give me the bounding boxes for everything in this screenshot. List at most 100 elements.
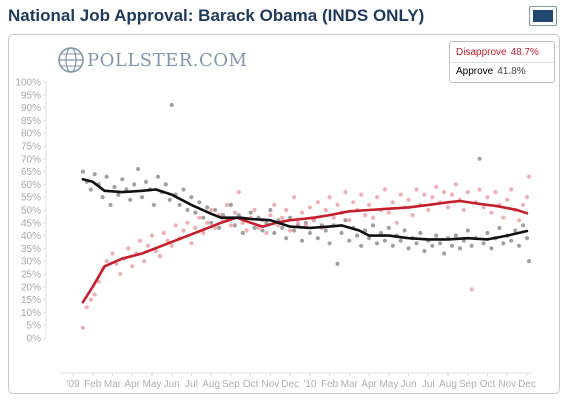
y-tick-label: 70% — [21, 154, 41, 165]
approve-poll-point — [80, 169, 85, 174]
disapprove-poll-point — [394, 220, 399, 225]
disapprove-poll-point — [414, 187, 419, 192]
disapprove-poll-point — [161, 230, 166, 236]
approve-poll-point — [169, 102, 174, 108]
page-title: National Job Approval: Barack Obama (IND… — [8, 6, 425, 25]
approve-poll-point — [335, 261, 340, 266]
y-tick-label: 55% — [21, 193, 41, 204]
legend-divider — [450, 62, 554, 63]
approve-poll-point — [128, 197, 133, 202]
disapprove-poll-point — [430, 195, 435, 200]
approve-poll-point — [140, 195, 145, 200]
approve-poll-point — [132, 182, 137, 187]
x-tick-label: Sep — [459, 379, 477, 390]
x-tick-label: Feb — [321, 379, 339, 390]
disapprove-poll-point — [232, 210, 237, 215]
approve-poll-point — [323, 228, 328, 233]
disapprove-trend-line — [81, 199, 529, 304]
disapprove-poll-point — [84, 305, 89, 310]
approve-poll-point — [213, 207, 218, 213]
x-tick-label: Aug — [439, 379, 457, 390]
approve-poll-point — [485, 230, 490, 236]
approve-poll-point — [232, 223, 237, 228]
disapprove-poll-point — [469, 287, 474, 292]
disapprove-poll-point — [426, 207, 431, 213]
disapprove-poll-point — [142, 259, 147, 264]
approve-poll-point — [155, 174, 160, 179]
approve-poll-point — [465, 228, 470, 233]
disapprove-poll-point — [453, 182, 458, 187]
disapprove-poll-point — [517, 218, 522, 223]
approve-poll-point — [382, 238, 387, 243]
x-tick-label: Feb — [84, 379, 102, 390]
y-tick-label: 45% — [21, 218, 41, 229]
x-tick-label: Oct — [243, 379, 259, 390]
approve-poll-point — [181, 187, 186, 192]
approve-poll-point — [355, 233, 360, 238]
approve-poll-point — [193, 210, 198, 215]
approve-poll-point — [228, 202, 233, 207]
y-tick-label: 0% — [27, 334, 42, 345]
x-tick-label: Dec — [518, 379, 536, 390]
approve-poll-point — [248, 210, 253, 215]
legend-item-disapprove: Disapprove 48.7% — [456, 47, 539, 58]
disapprove-poll-point — [236, 190, 241, 195]
approve-poll-point — [370, 223, 376, 228]
disapprove-poll-point — [240, 220, 245, 225]
approve-poll-point — [209, 220, 214, 225]
window-icon[interactable] — [529, 6, 557, 26]
approve-poll-point — [315, 236, 320, 241]
disapprove-poll-point — [335, 202, 340, 207]
y-tick-label: 40% — [21, 231, 41, 242]
approve-poll-point — [521, 223, 526, 228]
approve-poll-point — [489, 246, 494, 251]
disapprove-poll-point — [280, 215, 285, 220]
disapprove-poll-point — [284, 207, 289, 213]
approve-poll-point — [509, 238, 514, 243]
approve-poll-point — [236, 213, 241, 218]
y-tick-label: 20% — [21, 282, 41, 293]
disapprove-poll-point — [80, 325, 85, 330]
disapprove-poll-point — [145, 243, 151, 248]
x-tick-label: '09 — [66, 379, 79, 390]
approve-poll-point — [220, 213, 226, 218]
approve-poll-point — [517, 243, 522, 248]
approve-poll-point — [390, 243, 395, 248]
x-tick-label: Jul — [422, 379, 435, 390]
approve-poll-point — [477, 156, 482, 161]
disapprove-poll-point — [288, 228, 293, 233]
approve-poll-point — [288, 215, 293, 220]
disapprove-poll-point — [315, 200, 320, 205]
disapprove-poll-point — [509, 187, 514, 192]
axis-layer: 0% 5% 10% 15% 20%25% 30% 35% 40% 45%50% 55% 60% 65%… — [15, 78, 535, 391]
approve-poll-point — [189, 195, 194, 200]
disapprove-poll-point — [367, 202, 372, 207]
approve-poll-point — [402, 228, 407, 233]
disapprove-poll-point — [323, 207, 328, 213]
approve-poll-point — [280, 225, 285, 230]
y-tick-label: 10% — [21, 308, 41, 319]
approve-poll-point — [268, 207, 273, 213]
x-tick-label: Nov — [261, 379, 279, 390]
approve-poll-point — [414, 241, 419, 246]
approve-poll-point — [167, 197, 172, 202]
disapprove-poll-point — [104, 259, 109, 264]
disapprove-poll-point — [268, 213, 273, 218]
disapprove-poll-point — [374, 195, 380, 200]
approve-poll-point — [299, 238, 305, 243]
x-tick-label: Apr — [361, 379, 377, 390]
disapprove-poll-point — [442, 190, 447, 195]
approve-poll-point — [442, 251, 447, 256]
legend-label-approve: Approve — [456, 66, 494, 77]
x-tick-label: Mar — [104, 379, 122, 390]
approve-poll-point — [185, 207, 190, 213]
y-tick-label: 30% — [21, 257, 41, 268]
disapprove-poll-point — [363, 213, 368, 218]
approve-poll-point — [457, 246, 462, 251]
legend-value-approve: 41.8% — [497, 66, 526, 77]
disapprove-poll-point — [481, 205, 486, 210]
disapprove-poll-point — [88, 297, 93, 302]
x-tick-label: Mar — [341, 379, 359, 390]
approve-poll-point — [120, 177, 125, 182]
disapprove-poll-point — [359, 192, 364, 197]
